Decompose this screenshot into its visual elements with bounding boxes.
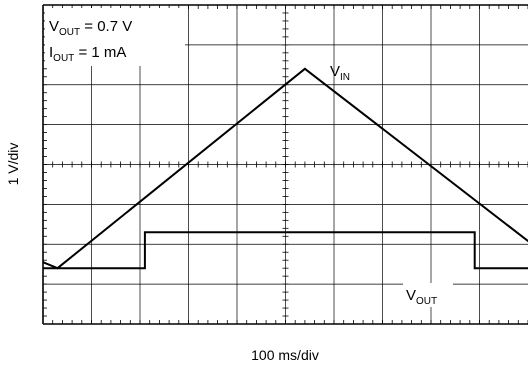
vout-setting-label: VOUT = 0.7 V (49, 18, 132, 38)
vout-series-label: VOUT (406, 287, 437, 307)
vin-trace (43, 67, 528, 270)
settings-background (45, 8, 185, 66)
y-axis-label: 1 V/div (5, 143, 21, 186)
vin-series-label: VIN (330, 63, 350, 83)
vout-trace (43, 231, 528, 270)
vout-label-background (403, 283, 453, 307)
iout-setting-label: IOUT = 1 mA (49, 44, 126, 64)
x-axis-label: 100 ms/div (251, 347, 319, 363)
traces (43, 67, 528, 270)
plot-frame (42, 4, 528, 325)
